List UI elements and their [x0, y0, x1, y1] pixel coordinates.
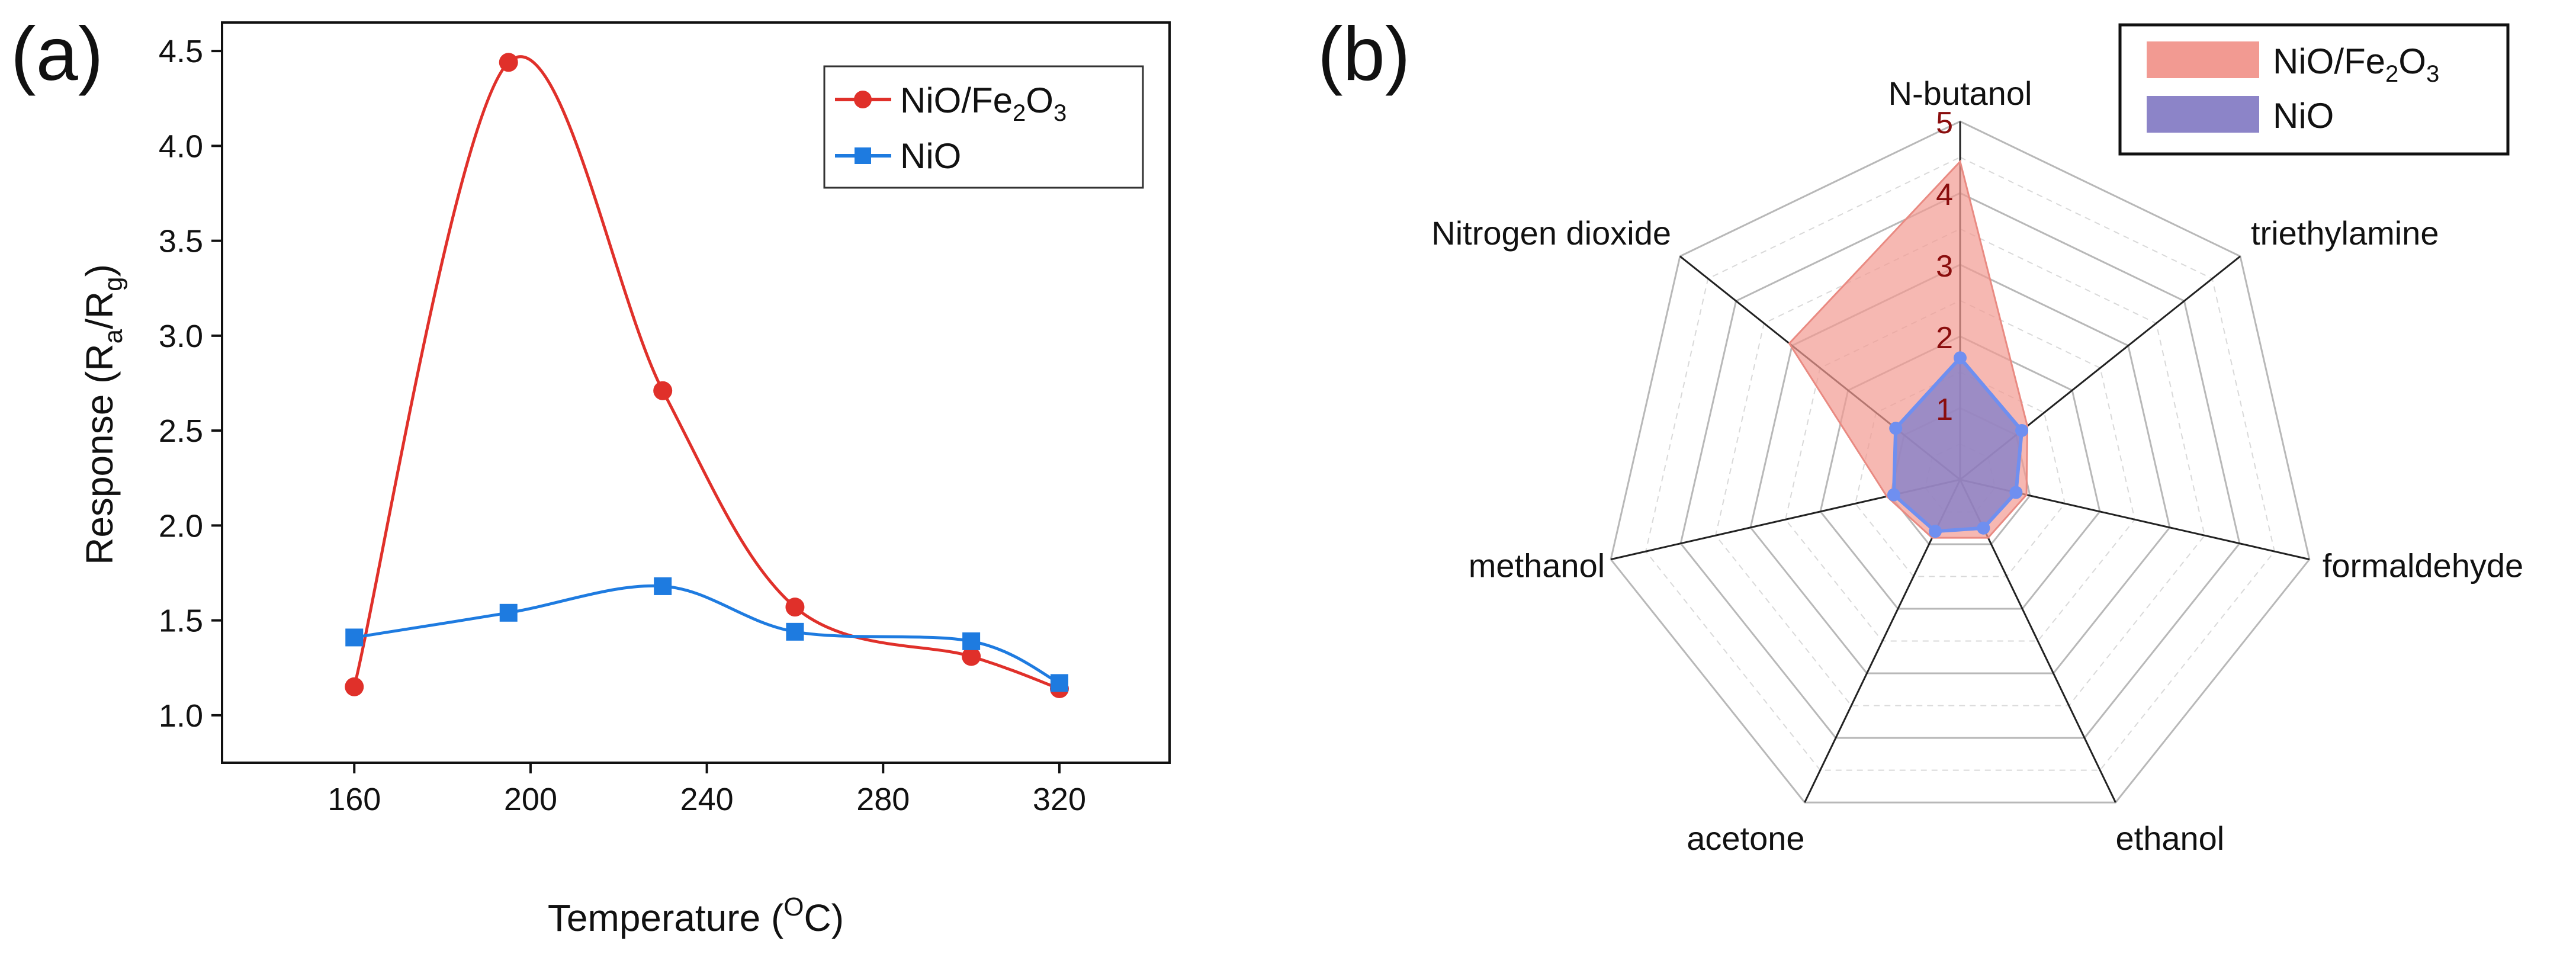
y-tick-label: 4.5 [159, 34, 203, 69]
y-tick-label: 3.5 [159, 224, 203, 259]
radar-ring [1679, 192, 2241, 739]
data-point-nio-fe2o3 [345, 677, 364, 696]
y-tick-label: 2.0 [159, 508, 203, 544]
y-tick-label: 2.5 [159, 413, 203, 449]
radar-minor-ring [1785, 300, 2135, 642]
legend-swatch-nio-fe2o3 [2147, 41, 2259, 78]
radar-series [1788, 159, 2029, 539]
legend-b: NiO/Fe2O3 NiO [2118, 23, 2510, 156]
panel-label-a: (a) [11, 12, 103, 97]
data-point-nio-fe2o3 [785, 598, 805, 617]
legend-a: NiO/Fe2O3 NiO [823, 65, 1144, 189]
radar-point-nio [1954, 351, 1967, 365]
legend-label-radar-nio-fe2o3: NiO/Fe2O3 [2273, 41, 2439, 87]
data-point-nio [1050, 674, 1068, 692]
series-group [345, 53, 1069, 698]
data-point-nio [786, 622, 804, 641]
legend-label-nio-fe2o3: NiO/Fe2O3 [900, 81, 1067, 126]
data-point-nio [345, 628, 364, 647]
radar-point-nio [2009, 486, 2023, 499]
data-point-nio-fe2o3 [499, 53, 518, 72]
radar-point-nio [1929, 525, 1942, 538]
x-tick-label: 240 [680, 782, 734, 817]
radar-point-nio [1887, 488, 1900, 502]
plot-frame-a [221, 21, 1171, 764]
radar-point-nio [1977, 521, 1990, 535]
radar-ring-label: 4 [1936, 178, 1953, 212]
radar-category-label: Nitrogen dioxide [1431, 214, 1671, 252]
data-point-nio [962, 632, 981, 650]
y-tick-label: 1.5 [159, 603, 203, 639]
radar-ring-label: 5 [1936, 106, 1953, 140]
radar-category-label: triethylamine [2251, 214, 2439, 252]
radar-category-label: acetone [1687, 820, 1804, 857]
y-tick-label: 4.0 [159, 129, 203, 164]
radar-area-nio [1891, 355, 2024, 534]
radar-ring [1610, 120, 2311, 804]
data-point-nio [499, 603, 518, 622]
radar-point-nio [1889, 422, 1903, 435]
data-point-nio [654, 577, 672, 595]
y-tick-label: 1.0 [159, 698, 203, 734]
line-chart-panel: (a) 160 200 240 280 320 1.0 1.5 2.0 2.5 3.0 3.5 4.… [11, 12, 1171, 939]
radar-ring [1749, 264, 2171, 674]
legend-label-radar-nio: NiO [2273, 96, 2334, 136]
x-axis: 160 200 240 280 320 [327, 763, 1086, 817]
radar-minor-ring [1645, 156, 2275, 771]
radar-minor-ring [1715, 228, 2205, 706]
y-axis: 1.0 1.5 2.0 2.5 3.0 3.5 4.0 4.5 [159, 34, 222, 734]
radar-category-label: N-butanol [1888, 75, 2032, 112]
radar-ring-label: 1 [1936, 393, 1953, 427]
radar-ring-label: 3 [1936, 249, 1953, 284]
series-line-nio-fe2o3 [352, 55, 1060, 690]
radar-ring-labels: 1 2 3 4 5 [1936, 106, 1953, 427]
radar-category-label: methanol [1469, 547, 1605, 584]
radar-chart-panel: (b) 1 2 3 4 5 N-butanol triethylamine formalde… [1318, 12, 2523, 857]
radar-category-labels: N-butanol triethylamine formaldehyde ethano… [1431, 75, 2523, 857]
x-tick-label: 160 [327, 782, 381, 817]
panel-label-b: (b) [1318, 12, 1410, 97]
data-point-nio-fe2o3 [962, 647, 981, 666]
radar-category-label: ethanol [2115, 820, 2224, 857]
legend-box-a [823, 65, 1144, 189]
legend-label-nio: NiO [900, 136, 961, 176]
y-axis-title: Response (Ra/Rg) [78, 264, 128, 565]
y-tick-label: 3.0 [159, 319, 203, 354]
x-tick-label: 200 [504, 782, 557, 817]
x-axis-title: Temperature (OC) [548, 892, 844, 939]
x-tick-label: 280 [856, 782, 910, 817]
legend-marker-nio-fe2o3 [854, 91, 872, 108]
x-tick-label: 320 [1033, 782, 1086, 817]
legend-marker-nio [855, 147, 871, 164]
data-point-nio-fe2o3 [653, 381, 673, 400]
series-line-nio [354, 584, 1061, 685]
legend-swatch-nio [2147, 96, 2259, 133]
radar-ring-label: 2 [1936, 321, 1953, 355]
radar-category-label: formaldehyde [2323, 547, 2523, 584]
radar-point-nio [2015, 424, 2029, 438]
